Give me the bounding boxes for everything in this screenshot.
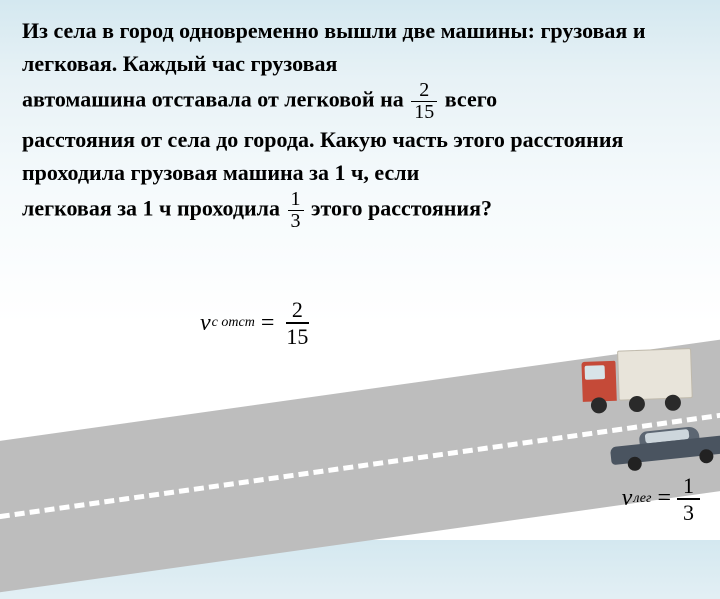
truck-icon <box>581 343 693 412</box>
formula-lag-speed: vс отст = 2 15 <box>200 298 314 348</box>
fraction: 2 15 <box>280 298 314 348</box>
problem-line-1: Из села в город одновременно вышли две м… <box>22 14 698 80</box>
text-part: всего <box>445 87 497 112</box>
wheel-icon <box>665 394 682 411</box>
subscript: с отст <box>212 315 255 331</box>
problem-line-3: расстояния от села до города. Какую част… <box>22 123 698 189</box>
denominator: 15 <box>411 102 437 123</box>
fraction-1-3: 1 3 <box>288 189 304 232</box>
text-part: легковая за 1 ч проходила <box>22 196 280 221</box>
subscript: лег <box>633 491 651 507</box>
denominator: 3 <box>288 211 304 232</box>
fraction: 1 3 <box>677 474 700 524</box>
truck-box <box>617 348 693 401</box>
truck-cab <box>581 361 616 402</box>
equals-sign: = <box>657 485 671 512</box>
problem-line-4: легковая за 1 ч проходила 1 3 этого расс… <box>22 189 698 232</box>
text-part: автомашина отставала от легковой на <box>22 87 404 112</box>
wheel-icon <box>629 396 646 413</box>
problem-line-2: автомашина отставала от легковой на 2 15… <box>22 80 698 123</box>
equals-sign: = <box>261 310 275 337</box>
numerator: 1 <box>288 189 304 211</box>
denominator: 15 <box>280 324 314 348</box>
fraction-2-15: 2 15 <box>411 80 437 123</box>
variable-v: v <box>622 485 633 512</box>
denominator: 3 <box>677 500 700 524</box>
variable-v: v <box>200 310 211 337</box>
problem-text: Из села в город одновременно вышли две м… <box>0 0 720 232</box>
numerator: 2 <box>411 80 437 102</box>
formula-car-speed: vлег = 1 3 <box>622 474 700 524</box>
text-part: этого расстояния? <box>311 196 492 221</box>
numerator: 2 <box>286 298 309 324</box>
numerator: 1 <box>677 474 700 500</box>
wheel-icon <box>591 397 608 414</box>
